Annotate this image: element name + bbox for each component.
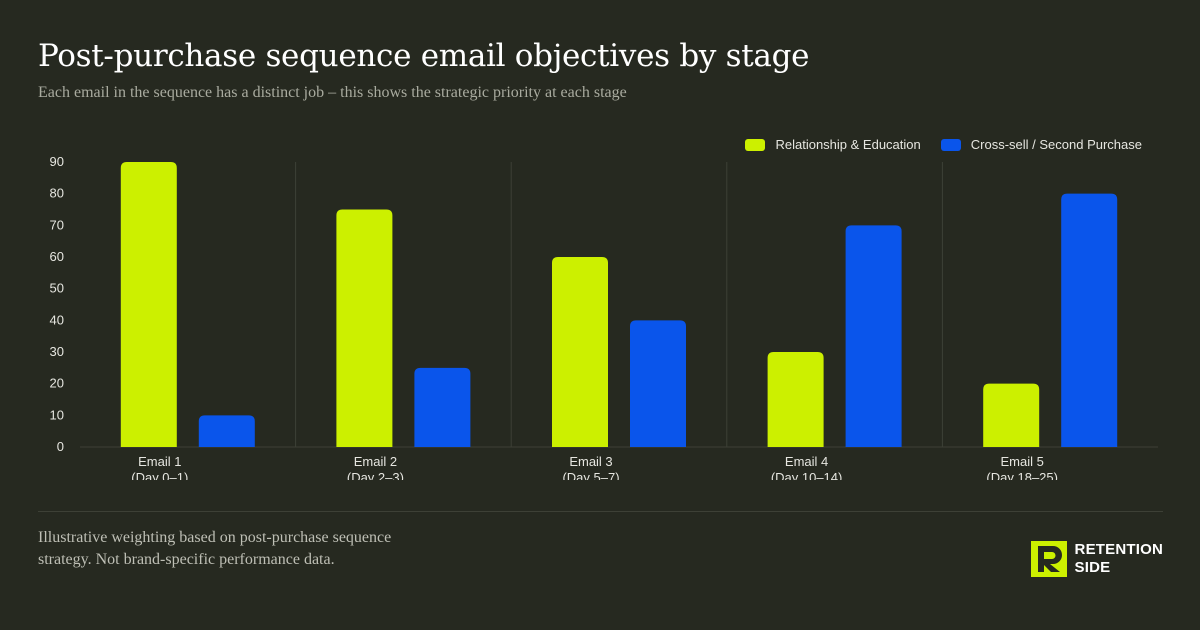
legend-item-cross-sell: Cross-sell / Second Purchase — [940, 137, 1142, 152]
bar-cross-sell-3 — [630, 320, 686, 447]
x-tick-sublabel: (Day 10–14) — [771, 470, 843, 480]
x-axis: Email 1(Day 0–1)Email 2(Day 2–3)Email 3(… — [131, 454, 1058, 480]
y-tick-label: 50 — [50, 281, 64, 296]
y-tick-label: 20 — [50, 376, 64, 391]
y-tick-label: 10 — [50, 407, 64, 422]
footer-divider — [38, 511, 1163, 512]
bar-chart: 0 10 20 30 40 50 60 70 80 90 Email 1(Day 0–1) Emai… — [50, 154, 1158, 480]
brand-name-line2: SIDE — [1074, 559, 1111, 576]
footnote: Illustrative weighting based on post-pur… — [38, 529, 392, 568]
x-tick-label: Email 3 — [569, 454, 612, 469]
chart-legend: Relationship & Education Cross-sell / Se… — [745, 137, 1142, 152]
legend-label-relationship: Relationship & Education — [775, 137, 921, 152]
chart-title: Post-purchase sequence email objectives … — [38, 38, 810, 74]
bar-cross-sell-2 — [414, 367, 471, 447]
bar-relationship-3 — [552, 257, 608, 447]
x-tick-label: Email 4 — [785, 454, 828, 469]
x-tick-sublabel: (Day 5–7) — [562, 470, 619, 480]
x-tick-label: Email 2 — [354, 454, 397, 469]
brand-logo: RETENTION SIDE — [1030, 541, 1163, 577]
bar-cross-sell-5 — [1061, 193, 1118, 447]
legend-item-relationship: Relationship & Education — [745, 137, 921, 152]
y-tick-label: 80 — [50, 186, 64, 201]
y-tick-label: 40 — [50, 312, 64, 327]
bar-relationship-4 — [767, 352, 824, 447]
x-tick-label: Email 1 — [138, 454, 181, 469]
legend-label-cross-sell: Cross-sell / Second Purchase — [970, 137, 1142, 152]
legend-swatch-relationship — [745, 138, 766, 151]
bar-relationship-2 — [336, 209, 393, 447]
bar-cross-sell-4 — [845, 225, 902, 447]
y-tick-label: 90 — [50, 154, 64, 169]
brand-name-line1: RETENTION — [1074, 541, 1163, 558]
legend-swatch-cross-sell — [940, 138, 961, 151]
bar-relationship-5 — [983, 383, 1040, 447]
bar-cross-sell-1 — [198, 415, 255, 447]
chart-grid — [80, 162, 1158, 448]
bar-relationship-1 — [120, 162, 177, 447]
y-tick-label: 0 — [57, 439, 64, 454]
retention-side-logo-icon — [1030, 541, 1067, 577]
chart-subtitle: Each email in the sequence has a distinc… — [38, 84, 627, 101]
x-tick-label: Email 5 — [1001, 454, 1044, 469]
y-tick-label: 30 — [50, 344, 64, 359]
x-tick-sublabel: (Day 18–25) — [986, 470, 1058, 480]
y-axis: 0 10 20 30 40 50 60 70 80 90 — [50, 154, 64, 454]
chart-bars — [120, 162, 1118, 447]
y-tick-label: 60 — [50, 249, 64, 264]
x-tick-sublabel: (Day 0–1) — [131, 470, 188, 480]
y-tick-label: 70 — [50, 217, 64, 232]
x-tick-sublabel: (Day 2–3) — [347, 470, 404, 480]
